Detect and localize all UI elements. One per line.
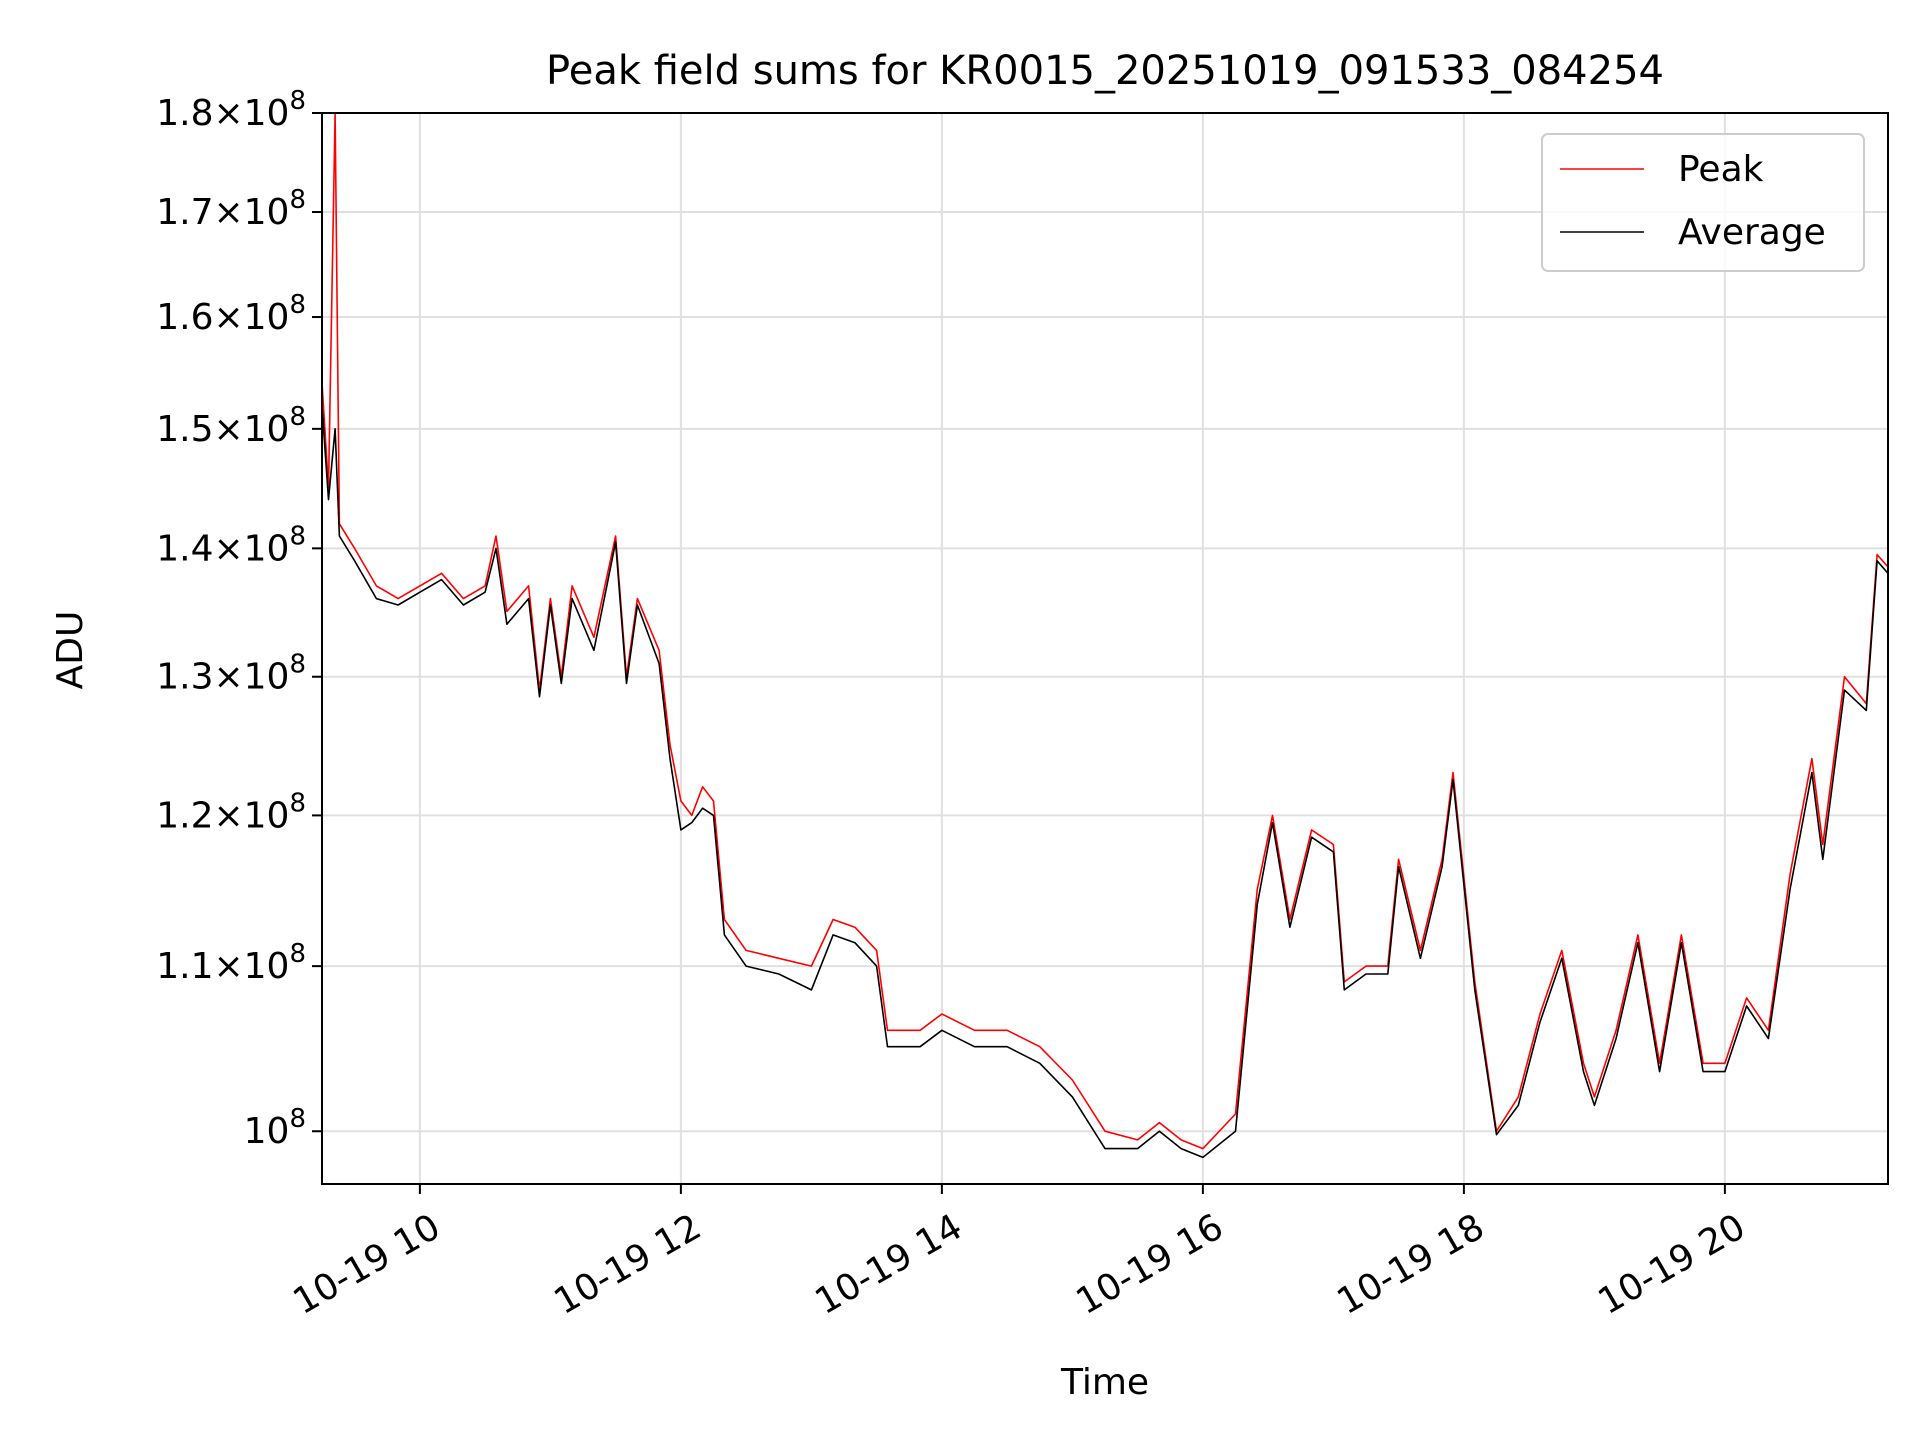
legend-label-average: Average: [1678, 212, 1826, 253]
y-tick-exponent: 8: [289, 521, 306, 551]
y-tick-label: 108: [244, 1104, 306, 1152]
y-tick-exponent: 8: [289, 86, 306, 116]
y-tick-exponent: 8: [289, 1104, 306, 1134]
y-tick-exponent: 8: [289, 402, 306, 432]
y-tick-label: 1.7×108: [156, 185, 306, 233]
y-tick-base: 10: [244, 1111, 290, 1152]
legend: Peak Average: [1541, 133, 1865, 272]
y-axis-label: ADU: [50, 611, 91, 690]
y-tick-exponent: 8: [289, 290, 306, 320]
y-tick-label: 1.2×108: [156, 788, 306, 836]
y-tick-label: 1.3×108: [156, 650, 306, 698]
y-tick-exponent: 8: [289, 185, 306, 215]
y-tick-base: 1.2×10: [156, 795, 289, 836]
plot-frame: [321, 112, 1889, 1185]
series-line-average: [322, 405, 1888, 1159]
y-tick-exponent: 8: [289, 788, 306, 818]
x-axis-label: Time: [1060, 1362, 1149, 1403]
y-axis-ticks: 1.8×1081.7×1081.6×1081.5×1081.4×1081.3×1…: [156, 86, 322, 1152]
y-tick-label: 1.4×108: [156, 521, 306, 569]
y-tick-base: 1.5×10: [156, 409, 289, 450]
legend-label-peak: Peak: [1678, 149, 1764, 190]
y-tick-label: 1.8×108: [156, 86, 306, 134]
y-tick-base: 1.4×10: [156, 528, 289, 569]
y-tick-base: 1.6×10: [156, 297, 289, 338]
series-line-peak: [322, 113, 1888, 1150]
y-tick-base: 1.1×10: [156, 946, 289, 987]
y-tick-base: 1.8×10: [156, 93, 289, 134]
y-tick-exponent: 8: [289, 650, 306, 680]
chart-title: Peak field sums for KR0015_20251019_0915…: [546, 48, 1664, 94]
y-tick-label: 1.6×108: [156, 290, 306, 338]
y-tick-base: 1.3×10: [156, 657, 289, 698]
y-tick-base: 1.7×10: [156, 192, 289, 233]
y-tick-label: 1.1×108: [156, 939, 306, 987]
y-tick-exponent: 8: [289, 939, 306, 969]
y-tick-label: 1.5×108: [156, 402, 306, 450]
series-layer: [322, 113, 1888, 1159]
